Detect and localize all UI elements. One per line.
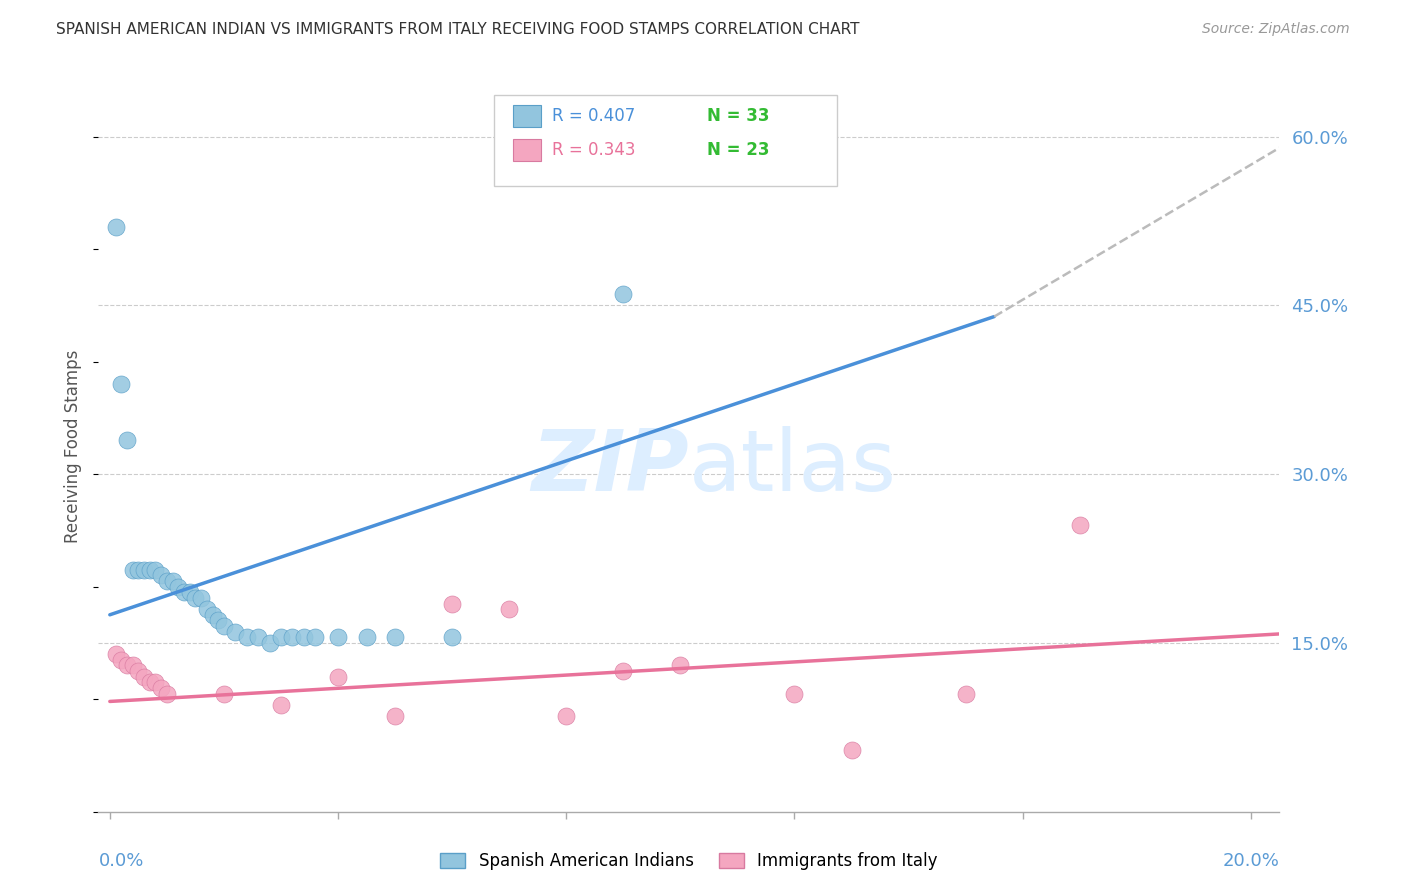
Point: [441, 597, 464, 611]
Point: [167, 580, 190, 594]
Text: atlas: atlas: [689, 426, 897, 509]
Point: [104, 219, 127, 234]
Point: [270, 630, 292, 644]
Point: [156, 574, 179, 588]
Point: [127, 563, 149, 577]
Point: [110, 377, 132, 392]
Text: N = 23: N = 23: [707, 142, 769, 160]
Point: [145, 675, 167, 690]
Point: [195, 602, 218, 616]
Point: [555, 709, 578, 723]
Point: [121, 658, 143, 673]
Text: SPANISH AMERICAN INDIAN VS IMMIGRANTS FROM ITALY RECEIVING FOOD STAMPS CORRELATI: SPANISH AMERICAN INDIAN VS IMMIGRANTS FR…: [56, 22, 859, 37]
Point: [207, 614, 229, 628]
Point: [132, 563, 155, 577]
Point: [190, 591, 212, 605]
Point: [115, 658, 138, 673]
Text: R = 0.343: R = 0.343: [553, 142, 636, 160]
Text: R = 0.407: R = 0.407: [553, 107, 636, 125]
Point: [156, 687, 179, 701]
Point: [384, 709, 406, 723]
FancyBboxPatch shape: [513, 139, 541, 161]
Point: [304, 630, 326, 644]
Point: [281, 630, 304, 644]
Point: [669, 658, 692, 673]
Point: [270, 698, 292, 712]
Point: [184, 591, 207, 605]
Point: [121, 563, 143, 577]
Point: [139, 563, 162, 577]
Point: [841, 743, 863, 757]
Point: [212, 619, 235, 633]
Point: [292, 630, 315, 644]
Point: [179, 585, 201, 599]
Point: [326, 630, 349, 644]
Point: [173, 585, 195, 599]
Point: [145, 563, 167, 577]
Point: [955, 687, 977, 701]
Point: [127, 664, 149, 678]
Point: [783, 687, 806, 701]
FancyBboxPatch shape: [513, 104, 541, 127]
Point: [224, 624, 246, 639]
Point: [259, 636, 281, 650]
Text: ZIP: ZIP: [531, 426, 689, 509]
Point: [612, 664, 634, 678]
Point: [150, 681, 173, 695]
Y-axis label: Receiving Food Stamps: Receiving Food Stamps: [65, 350, 83, 542]
Point: [247, 630, 270, 644]
Point: [441, 630, 464, 644]
Legend: Spanish American Indians, Immigrants from Italy: Spanish American Indians, Immigrants fro…: [433, 846, 945, 877]
Point: [498, 602, 520, 616]
Point: [212, 687, 235, 701]
Point: [110, 653, 132, 667]
Point: [326, 670, 349, 684]
Point: [356, 630, 378, 644]
Point: [612, 287, 634, 301]
Point: [236, 630, 259, 644]
Point: [139, 675, 162, 690]
Point: [115, 434, 138, 448]
Point: [201, 607, 224, 622]
Point: [1069, 517, 1091, 532]
Text: 20.0%: 20.0%: [1223, 852, 1279, 870]
Point: [132, 670, 155, 684]
FancyBboxPatch shape: [494, 95, 837, 186]
Point: [162, 574, 184, 588]
Point: [104, 647, 127, 661]
Point: [150, 568, 173, 582]
Text: Source: ZipAtlas.com: Source: ZipAtlas.com: [1202, 22, 1350, 37]
Text: N = 33: N = 33: [707, 107, 769, 125]
Text: 0.0%: 0.0%: [98, 852, 143, 870]
Point: [384, 630, 406, 644]
